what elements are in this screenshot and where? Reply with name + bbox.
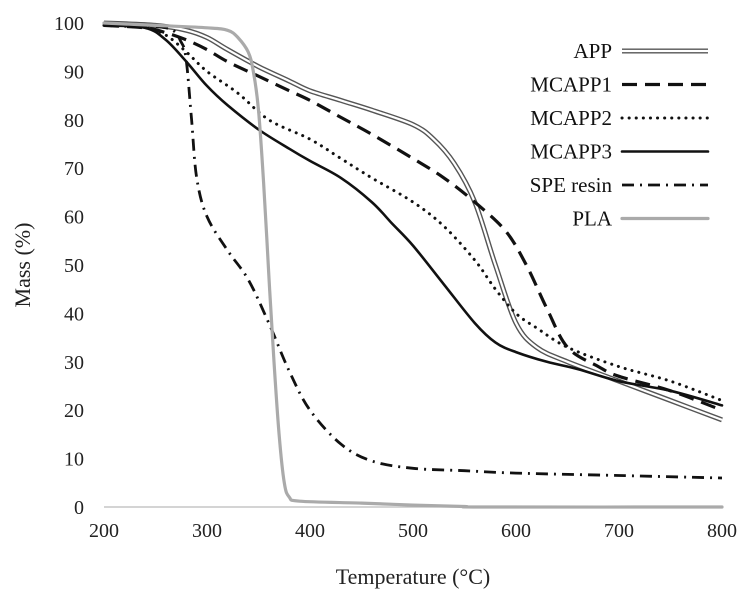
series-line-mcapp1 xyxy=(103,23,723,412)
y-tick-label: 0 xyxy=(74,497,84,519)
legend: APP MCAPP1 MCAPP2 MCAPP3 SPE resin PLA xyxy=(530,39,710,231)
series-line-spe-resin xyxy=(103,24,723,480)
axes: 200 300 400 500 600 700 800 0 10 20 30 40 50 60 70 80 90… xyxy=(54,13,737,542)
x-tick-label: 600 xyxy=(501,520,531,542)
series-line-mcapp3 xyxy=(102,24,724,407)
legend-label-mcapp3: MCAPP3 xyxy=(530,140,612,164)
legend-label-pla: PLA xyxy=(572,207,613,231)
y-tick-label: 90 xyxy=(64,61,84,83)
series-line-mcapp2 xyxy=(102,23,724,402)
y-tick-label: 80 xyxy=(64,110,84,132)
y-tick-label: 30 xyxy=(64,352,84,374)
x-tick-label: 700 xyxy=(604,520,634,542)
legend-label-spe-resin: SPE resin xyxy=(530,173,613,197)
y-tick-label: 20 xyxy=(64,400,84,422)
y-tick-label: 50 xyxy=(64,255,84,277)
legend-label-app: APP xyxy=(573,39,612,63)
y-tick-label: 100 xyxy=(54,13,84,35)
y-tick-label: 70 xyxy=(64,158,84,180)
y-tick-label: 10 xyxy=(64,449,84,471)
x-tick-label: 400 xyxy=(295,520,325,542)
series-line-pla xyxy=(102,21,724,509)
y-tick-label: 60 xyxy=(64,207,84,229)
series-line-app xyxy=(103,20,723,423)
x-tick-label: 200 xyxy=(89,520,119,542)
legend-label-mcapp1: MCAPP1 xyxy=(530,73,612,97)
legend-label-mcapp2: MCAPP2 xyxy=(530,106,612,130)
x-tick-label: 300 xyxy=(192,520,222,542)
series-layer xyxy=(102,20,724,509)
y-tick-label: 40 xyxy=(64,303,84,325)
series-line-app-core xyxy=(103,21,723,421)
x-axis-title: Temperature (°C) xyxy=(336,564,490,589)
x-tick-label: 500 xyxy=(398,520,428,542)
x-tick-label: 800 xyxy=(707,520,737,542)
y-axis-title: Mass (%) xyxy=(10,223,35,308)
